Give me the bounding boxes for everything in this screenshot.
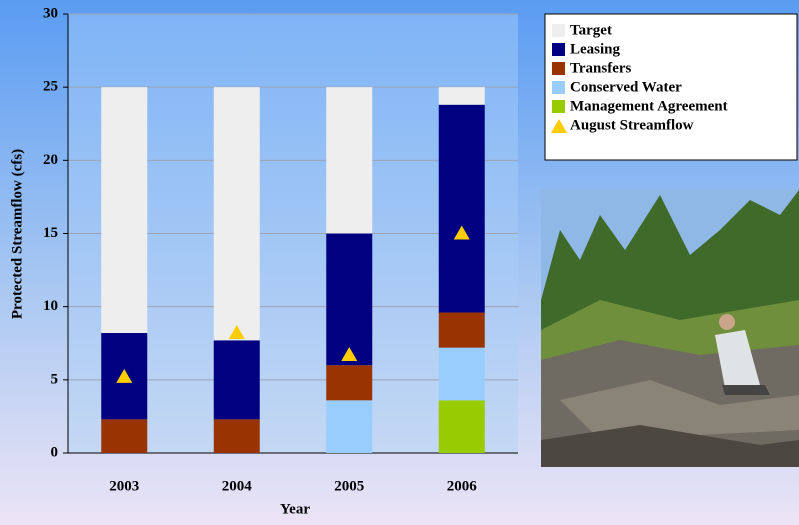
y-tick-label: 0: [51, 444, 59, 460]
y-tick-label: 20: [43, 152, 58, 168]
legend-swatch: [552, 24, 565, 37]
y-tick-label: 10: [43, 298, 58, 314]
bar-segment: [439, 105, 485, 313]
bar-segment: [214, 419, 260, 453]
bar-segment: [439, 87, 485, 105]
legend-swatch: [552, 62, 565, 75]
y-tick-label: 25: [43, 79, 58, 95]
bar-segment: [326, 234, 372, 366]
bar-segment: [214, 340, 260, 419]
x-tick-label: 2005: [334, 478, 364, 494]
x-tick-label: 2003: [109, 478, 139, 494]
bar-segment: [326, 400, 372, 453]
legend-swatch: [552, 43, 565, 56]
bar-segment: [326, 365, 372, 400]
bar-segment: [326, 87, 372, 233]
legend-label: Transfers: [570, 60, 632, 76]
bar-segment: [101, 87, 147, 333]
y-axis-label: Protected Streamflow (cfs): [9, 149, 25, 319]
legend-swatch: [552, 81, 565, 94]
legend-swatch: [552, 100, 565, 113]
photo: [541, 189, 799, 467]
legend-label: Management Agreement: [570, 98, 728, 114]
x-tick-label: 2006: [447, 478, 478, 494]
bar-segment: [214, 87, 260, 340]
bar-segment: [439, 400, 485, 453]
y-tick-label: 15: [43, 225, 58, 241]
bar-segment: [439, 313, 485, 348]
legend-label: Leasing: [570, 41, 621, 57]
x-tick-label: 2004: [222, 478, 253, 494]
legend-label: August Streamflow: [570, 117, 694, 133]
y-tick-label: 5: [51, 371, 59, 387]
chart: Year Protected Streamflow (cfs) 0 5 10 15 20…: [0, 0, 799, 525]
x-axis-label: Year: [280, 501, 310, 517]
legend-label: Conserved Water: [570, 79, 682, 95]
bar-segment: [439, 348, 485, 401]
legend-label: Target: [570, 22, 612, 38]
y-tick-label: 30: [43, 5, 58, 21]
bar-segment: [101, 419, 147, 453]
